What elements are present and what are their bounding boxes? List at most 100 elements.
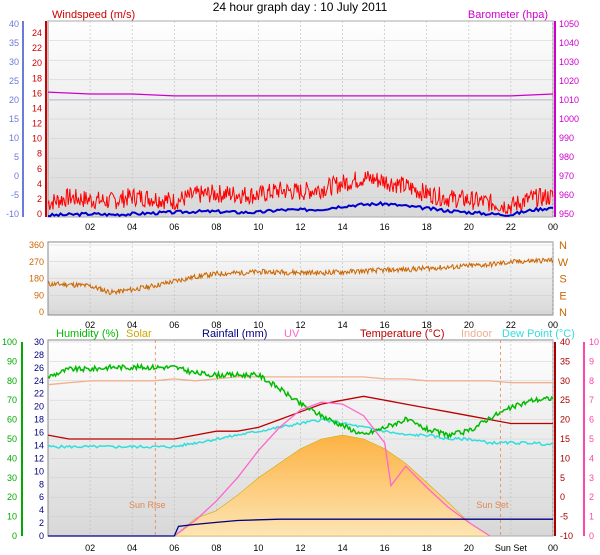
windspeed-axis-tick: 14 bbox=[32, 103, 42, 113]
scale-axis-tick: 10 bbox=[9, 133, 19, 143]
direction-x-tick: 04 bbox=[127, 320, 137, 330]
barometer-axis-tick: 980 bbox=[559, 152, 574, 162]
humidity-axis-tick: 50 bbox=[7, 434, 17, 444]
temperature-axis-tick: 15 bbox=[560, 434, 570, 444]
direction-x-tick: 18 bbox=[422, 320, 432, 330]
wind-x-tick: 00 bbox=[548, 222, 558, 232]
windspeed-axis-tick: 16 bbox=[32, 88, 42, 98]
barometer-axis-tick: 970 bbox=[559, 171, 574, 181]
windspeed-axis-tick: 8 bbox=[37, 149, 42, 159]
uv-axis-tick: 8 bbox=[589, 376, 594, 386]
temperature-axis-tick: -5 bbox=[560, 512, 568, 522]
humidity-line bbox=[47, 362, 554, 440]
uv-axis-tick: 7 bbox=[589, 395, 594, 405]
legend-label: Indoor bbox=[461, 328, 493, 340]
legend-label: Solar bbox=[126, 328, 152, 340]
uv-axis-tick: 6 bbox=[589, 415, 594, 425]
rain-axis-tick: 22 bbox=[34, 389, 44, 399]
page-title: 24 hour graph day : 10 July 2011 bbox=[213, 0, 388, 14]
barometer-line bbox=[47, 91, 554, 97]
climate-x-tick: 12 bbox=[295, 543, 305, 553]
barometer-axis-tick: 960 bbox=[559, 190, 574, 200]
direction-axis-tick: 90 bbox=[34, 290, 44, 300]
legend-label: Humidity (%) bbox=[56, 328, 119, 340]
windspeed-label: Windspeed (m/s) bbox=[52, 9, 135, 21]
rain-axis-tick: 16 bbox=[34, 428, 44, 438]
windspeed-axis-tick: 0 bbox=[37, 209, 42, 219]
windspeed-axis-tick: 10 bbox=[32, 134, 42, 144]
wind-x-tick: 14 bbox=[338, 222, 348, 232]
windspeed-axis-tick: 24 bbox=[32, 28, 42, 38]
compass-label: N bbox=[559, 307, 567, 319]
wind-x-tick: 08 bbox=[211, 222, 221, 232]
rain-axis-tick: 0 bbox=[39, 531, 44, 541]
climate-x-tick: 06 bbox=[169, 543, 179, 553]
windspeed-axis-tick: 18 bbox=[32, 73, 42, 83]
climate-x-tick: 18 bbox=[422, 543, 432, 553]
direction-axis-tick: 270 bbox=[29, 257, 44, 267]
barometer-axis-tick: 1050 bbox=[559, 19, 579, 29]
rain-axis-tick: 12 bbox=[34, 453, 44, 463]
humidity-axis-tick: 30 bbox=[7, 473, 17, 483]
direction-x-tick: 00 bbox=[548, 320, 558, 330]
temperature-line bbox=[47, 395, 553, 440]
compass-label: E bbox=[559, 290, 566, 302]
direction-x-tick: 14 bbox=[338, 320, 348, 330]
rain-axis-tick: 2 bbox=[39, 518, 44, 528]
wind-gust-line bbox=[47, 170, 554, 215]
windspeed-axis-tick: 2 bbox=[37, 194, 42, 204]
humidity-axis-tick: 20 bbox=[7, 492, 17, 502]
uv-line bbox=[173, 401, 491, 537]
wind-x-tick: 10 bbox=[253, 222, 263, 232]
rain-axis-tick: 26 bbox=[34, 363, 44, 373]
temperature-axis-tick: 25 bbox=[560, 395, 570, 405]
humidity-axis-tick: 10 bbox=[7, 512, 17, 522]
climate-x-tick: Sun Set bbox=[495, 543, 528, 553]
scale-axis-tick: -5 bbox=[11, 190, 19, 200]
temperature-axis-tick: 20 bbox=[560, 415, 570, 425]
wind-x-tick: 18 bbox=[422, 222, 432, 232]
legend-label: Dew Point (°C) bbox=[502, 328, 575, 340]
uv-axis-tick: 5 bbox=[589, 434, 594, 444]
direction-x-tick: 12 bbox=[295, 320, 305, 330]
barometer-axis-tick: 990 bbox=[559, 133, 574, 143]
scale-axis-tick: 35 bbox=[9, 38, 19, 48]
wind-x-tick: 04 bbox=[127, 222, 137, 232]
barometer-axis-tick: 1000 bbox=[559, 114, 579, 124]
scale-axis-tick: 0 bbox=[14, 171, 19, 181]
rain-axis-tick: 4 bbox=[39, 505, 44, 515]
direction-axis-tick: 360 bbox=[29, 240, 44, 250]
uv-axis-tick: 3 bbox=[589, 473, 594, 483]
wind-barometer-chart: 4035302520151050-5-102422201816141210864… bbox=[6, 9, 579, 232]
rain-axis-tick: 20 bbox=[34, 402, 44, 412]
climate-x-tick: 20 bbox=[464, 543, 474, 553]
scale-axis-tick: 30 bbox=[9, 57, 19, 67]
rain-axis-tick: 8 bbox=[39, 479, 44, 489]
barometer-axis-tick: 1010 bbox=[559, 95, 579, 105]
sun-rise-label: Sun Rise bbox=[129, 500, 166, 510]
rain-axis-tick: 10 bbox=[34, 466, 44, 476]
windspeed-axis-tick: 6 bbox=[37, 164, 42, 174]
humidity-axis-tick: 80 bbox=[7, 376, 17, 386]
legend-label: UV bbox=[284, 328, 300, 340]
wind-x-tick: 16 bbox=[380, 222, 390, 232]
windspeed-axis-tick: 20 bbox=[32, 58, 42, 68]
windspeed-axis-tick: 12 bbox=[32, 119, 42, 129]
sun-set-label: Sun Set bbox=[476, 500, 509, 510]
climate-x-tick: 02 bbox=[85, 543, 95, 553]
humidity-axis-tick: 0 bbox=[12, 531, 17, 541]
barometer-axis-tick: 1020 bbox=[559, 76, 579, 86]
rainfall-line bbox=[48, 518, 553, 537]
temperature-axis-tick: 40 bbox=[560, 337, 570, 347]
direction-x-tick: 06 bbox=[169, 320, 179, 330]
uv-axis-tick: 0 bbox=[589, 531, 594, 541]
climate-x-tick: 16 bbox=[380, 543, 390, 553]
climate-x-tick: 04 bbox=[127, 543, 137, 553]
wind-x-tick: 20 bbox=[464, 222, 474, 232]
humidity-axis-tick: 100 bbox=[2, 337, 17, 347]
scale-axis-tick: 5 bbox=[14, 152, 19, 162]
climate-x-tick: 10 bbox=[253, 543, 263, 553]
humidity-axis-tick: 40 bbox=[7, 453, 17, 463]
